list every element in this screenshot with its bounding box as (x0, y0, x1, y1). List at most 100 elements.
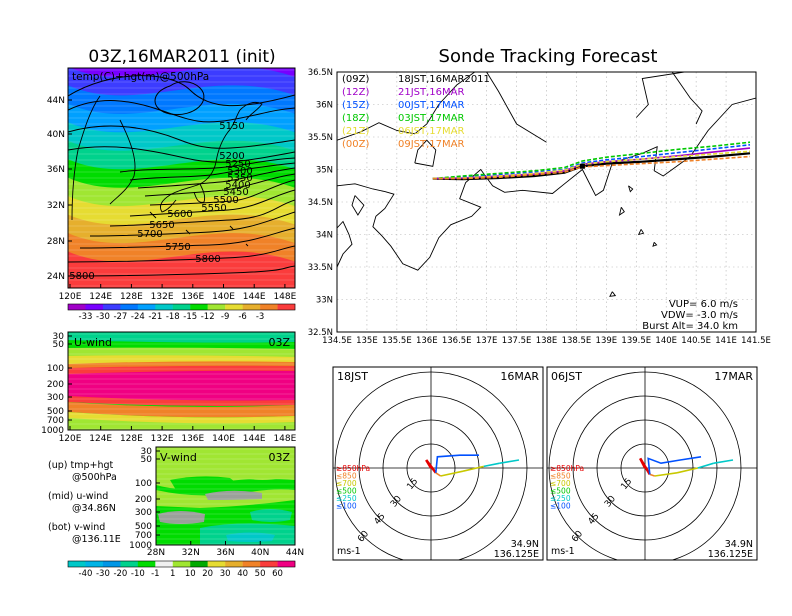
temp-colorbar-cell (260, 304, 278, 310)
track-x-tick: 139.5E (621, 336, 651, 346)
v-lat-tick: 40N (251, 548, 269, 558)
wind-colorbar-cell (225, 561, 243, 567)
hodo-unit: ms-1 (551, 546, 575, 557)
lon-tick: 132E (151, 292, 174, 302)
wind-colorbar-label: 20 (202, 569, 213, 579)
track-coastline-segment (671, 72, 703, 125)
coastline (109, 119, 136, 205)
lon-tick: 124E (89, 292, 112, 302)
height-label: 5750 (165, 242, 190, 253)
legend-code: (09Z) (342, 74, 369, 85)
height-contour (137, 167, 295, 189)
hodo-trace (654, 472, 678, 477)
hodo-trace (483, 462, 500, 468)
wind-colorbar-cell (68, 561, 86, 567)
track-x-tick: 137.5E (502, 336, 532, 346)
track-coastline-segment (637, 229, 645, 236)
track-x-tick: 140E (655, 336, 677, 346)
temp-colorbar-label: -9 (221, 312, 229, 322)
legend-time: 00JST,17MAR (398, 100, 465, 111)
height-contour (154, 81, 205, 116)
v-lat-tick: 28N (147, 548, 165, 558)
hodo-trace-upper (647, 456, 702, 475)
track-coastline-segment (337, 97, 756, 271)
u-lon-tick: 140E (212, 434, 235, 444)
hodo-level-label: ≤100 (550, 502, 571, 511)
note-title: (up) tmp+hgt (48, 460, 114, 471)
hodo-lat: 34.9N (511, 539, 539, 550)
u-wind-time: 03Z (268, 336, 290, 349)
track-coastline-segment (609, 291, 617, 297)
wind-colorbar-label: 50 (255, 569, 266, 579)
coastline (193, 183, 206, 203)
track-coastline-segment (635, 72, 685, 118)
u-lon-tick: 148E (273, 434, 296, 444)
note-title: (bot) v-wind (48, 522, 105, 533)
track-series (432, 141, 751, 181)
track-y-tick: 32.5N (308, 328, 333, 338)
track-param: Burst Alt= 34.0 km (642, 321, 738, 332)
hodo-level-label: ≥850hPa (336, 464, 370, 473)
track-x-tick: 140.5E (681, 336, 711, 346)
track-x-tick: 139E (596, 336, 618, 346)
wind-colorbar-label: -30 (96, 569, 110, 579)
height-label: 5650 (149, 220, 174, 231)
track-y-tick: 33N (316, 296, 333, 306)
track-x-tick: 134.5E (322, 336, 352, 346)
hodo-trace (639, 457, 651, 476)
temp-colorbar-cell (225, 304, 243, 310)
track-y-tick: 33.5N (308, 263, 333, 273)
panel-notes: (up) tmp+hgt@500hPa (mid) u-wind@34.86N (b… (48, 460, 121, 545)
height-label: 5600 (167, 209, 192, 220)
temp-colorbar-label: -33 (79, 312, 93, 322)
u-pressure-tick: 300 (47, 393, 64, 403)
u-pressure-tick: 200 (47, 380, 64, 390)
u-lon-tick: 136E (181, 434, 204, 444)
temp-colorbar-label: -18 (166, 312, 180, 322)
u-wind-label: U-wind (74, 336, 112, 349)
temp-colorbar-cell (190, 304, 208, 310)
height-label: 5700 (137, 229, 162, 240)
hodo-unit: ms-1 (337, 546, 361, 557)
track-x-tick: 137E (476, 336, 498, 346)
temp-colorbar-label: -3 (256, 312, 264, 322)
v-lat-tick: 32N (182, 548, 200, 558)
height-label: 5500 (213, 195, 238, 206)
u-lon-tick: 132E (151, 434, 174, 444)
track-y-tick: 34N (316, 231, 333, 241)
u-pressure-tick: 500 (47, 407, 64, 417)
temp-colorbar-cell (137, 304, 156, 310)
temp-colorbar-label: -24 (131, 312, 145, 322)
wind-colorbar-cell (155, 561, 173, 567)
height-label: 5250 (225, 159, 250, 170)
height-label: 5300 (227, 166, 252, 177)
u-pressure-tick: 1000 (41, 426, 64, 436)
v-lat-tick: 36N (216, 548, 234, 558)
height-contour (68, 75, 295, 107)
legend-time: 03JST,17MAR (398, 113, 465, 124)
wind-colorbar-cell (120, 561, 139, 567)
height-label: 5800 (69, 271, 94, 282)
temp-colorbar-label: -6 (238, 312, 246, 322)
track-coastline-segment (337, 72, 475, 141)
hodo-level-label: ≤850 (550, 472, 571, 481)
track-y-tick: 35.5N (308, 133, 333, 143)
hodo-time: 06JST (551, 370, 582, 383)
hodo-trace (435, 472, 442, 477)
u-wind-frame (67, 331, 296, 431)
temp-colorbar-cell (277, 304, 296, 310)
track-frame (336, 71, 757, 333)
height-contour (68, 245, 295, 263)
temp-colorbar-cell (102, 304, 121, 310)
hodo-trace (697, 462, 715, 469)
wind-colorbar-label: 40 (237, 569, 248, 579)
coastline (159, 194, 177, 213)
height-contour (119, 157, 295, 173)
v-wind-label: V-wind (160, 451, 197, 464)
track-marker (579, 163, 585, 169)
track-y-tick: 36.5N (308, 68, 333, 78)
u-pressure-tick: 100 (47, 364, 64, 374)
